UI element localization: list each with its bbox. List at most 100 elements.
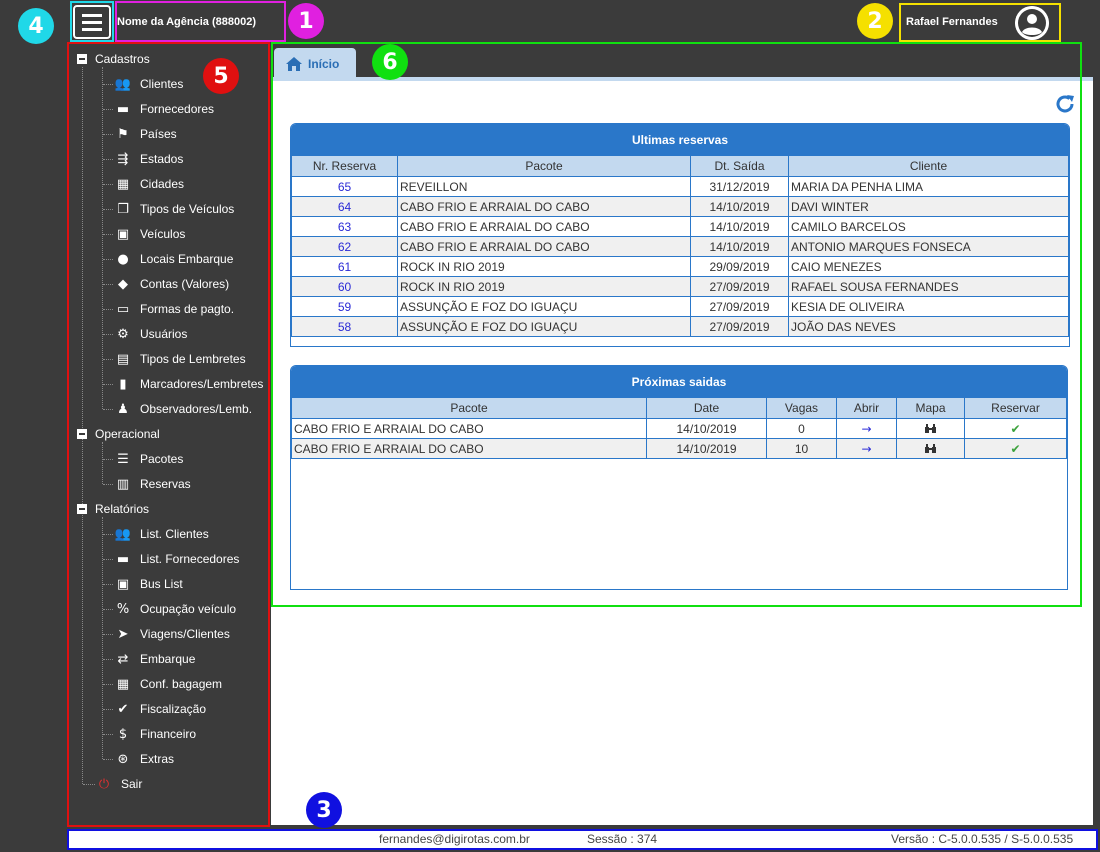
sidebar-item-clientes[interactable]: 👥 Clientes [114, 75, 183, 93]
sidebar-item-ocupa-o-ve-culo[interactable]: % Ocupação veículo [114, 600, 236, 618]
reservations-title: Ultimas reservas [291, 124, 1069, 155]
column-header[interactable]: Cliente [788, 155, 1069, 177]
sidebar-item-conf-bagagem[interactable]: ▦ Conf. bagagem [114, 675, 222, 693]
column-header[interactable]: Dt. Saída [690, 155, 789, 177]
column-header[interactable]: Date [646, 397, 767, 419]
user-edit-icon: ♟ [117, 401, 129, 417]
sidebar-item-financeiro[interactable]: $ Financeiro [114, 725, 196, 743]
sidebar-item-reservas[interactable]: ▥ Reservas [114, 475, 191, 493]
column-header[interactable]: Reservar [964, 397, 1067, 419]
table-row[interactable]: 63 CABO FRIO E ARRAIAL DO CABO 14/10/2019 C… [291, 216, 1069, 237]
map-button[interactable] [896, 418, 965, 439]
table-cell: ANTONIO MARQUES FONSECA [788, 236, 1069, 257]
reservation-number-link[interactable]: 58 [291, 316, 398, 337]
sidebar-item-label: Países [140, 127, 177, 141]
column-header[interactable]: Mapa [896, 397, 965, 419]
column-header[interactable]: Pacote [291, 397, 647, 419]
map-button[interactable] [896, 438, 965, 459]
sidebar-item-ve-culos[interactable]: ▣ Veículos [114, 225, 186, 243]
sidebar-item-bus-list[interactable]: ▣ Bus List [114, 575, 183, 593]
footer-session: Sessão : 374 [587, 832, 658, 846]
sidebar-item-tipos-de-lembretes[interactable]: ▤ Tipos de Lembretes [114, 350, 246, 368]
table-row[interactable]: CABO FRIO E ARRAIAL DO CABO 14/10/2019 0 → ✔ [291, 418, 1067, 439]
table-cell: REVEILLON [397, 176, 691, 197]
sidebar-item-fiscaliza-o[interactable]: ✔ Fiscalização [114, 700, 206, 718]
column-header[interactable]: Pacote [397, 155, 691, 177]
reservation-number-link[interactable]: 62 [291, 236, 398, 257]
search-dollar-icon: ⊛ [117, 751, 129, 767]
suitcase-icon: ▦ [116, 676, 130, 692]
table-row[interactable]: 58 ASSUNÇÃO E FOZ DO IGUAÇU 27/09/2019 JOÃO… [291, 316, 1069, 337]
group-relatorios[interactable]: Relatórios [77, 500, 149, 518]
sidebar-item-usu-rios[interactable]: ⚙ Usuários [114, 325, 187, 343]
reserve-button[interactable]: ✔ [964, 438, 1067, 459]
sidebar-item-tipos-de-ve-culos[interactable]: ❐ Tipos de Veículos [114, 200, 234, 218]
table-row[interactable]: 60 ROCK IN RIO 2019 27/09/2019 RAFAEL SOUSA… [291, 276, 1069, 297]
reservation-number-link[interactable]: 61 [291, 256, 398, 277]
table-row[interactable]: 59 ASSUNÇÃO E FOZ DO IGUAÇU 27/09/2019 KESI… [291, 296, 1069, 317]
collapse-icon[interactable] [77, 504, 87, 514]
table-cell: 14/10/2019 [646, 438, 767, 459]
reserve-button[interactable]: ✔ [964, 418, 1067, 439]
logout-button[interactable]: ⏻ Sair [95, 775, 143, 793]
table-row[interactable]: 62 CABO FRIO E ARRAIAL DO CABO 14/10/2019 A… [291, 236, 1069, 257]
signpost-icon: ⇶ [117, 151, 129, 167]
sidebar-item-list-fornecedores[interactable]: ▬ List. Fornecedores [114, 550, 240, 568]
table-row[interactable]: 64 CABO FRIO E ARRAIAL DO CABO 14/10/2019 D… [291, 196, 1069, 217]
table-row[interactable]: 65 REVEILLON 31/12/2019 MARIA DA PENHA LIMA [291, 176, 1069, 197]
sidebar-item-list-clientes[interactable]: 👥 List. Clientes [114, 525, 209, 543]
departures-panel: Próximas saidas Pacote Date Vagas Abrir … [290, 365, 1068, 590]
reservation-number-link[interactable]: 64 [291, 196, 398, 217]
table-cell: 31/12/2019 [690, 176, 789, 197]
group-cadastros[interactable]: Cadastros [77, 50, 150, 68]
reservation-number-link[interactable]: 60 [291, 276, 398, 297]
column-header[interactable]: Abrir [836, 397, 897, 419]
table-cell: 27/09/2019 [690, 296, 789, 317]
reservation-number-link[interactable]: 63 [291, 216, 398, 237]
user-circle-icon[interactable] [1015, 6, 1049, 40]
sidebar-item-estados[interactable]: ⇶ Estados [114, 150, 184, 168]
status-bar: fernandes@digirotas.com.br Sessão : 374 … [69, 831, 1097, 848]
sidebar-item-fornecedores[interactable]: ▬ Fornecedores [114, 100, 214, 118]
reservation-number-link[interactable]: 65 [291, 176, 398, 197]
building-icon: ▦ [116, 176, 130, 192]
open-package-button[interactable]: → [836, 438, 897, 459]
user-name[interactable]: Rafael Fernandes [906, 16, 998, 28]
column-header[interactable]: Vagas [766, 397, 837, 419]
sidebar-menu: Cadastros 👥 Clientes ▬ Fornecedores ⚑ Países ⇶… [69, 43, 269, 825]
callout-4: 4 [18, 8, 54, 44]
column-header[interactable]: Nr. Reserva [291, 155, 398, 177]
sidebar-item-label: Bus List [140, 577, 183, 591]
menu-toggle-button[interactable] [73, 5, 111, 39]
sidebar-item-viagens-clientes[interactable]: ➤ Viagens/Clientes [114, 625, 230, 643]
table-row[interactable]: 61 ROCK IN RIO 2019 29/09/2019 CAIO MENEZES [291, 256, 1069, 277]
hamburger-icon [82, 13, 102, 17]
sidebar-item-extras[interactable]: ⊛ Extras [114, 750, 174, 768]
footer-email: fernandes@digirotas.com.br [379, 832, 530, 846]
collapse-icon[interactable] [77, 429, 87, 439]
sidebar-item-cidades[interactable]: ▦ Cidades [114, 175, 184, 193]
sidebar-item-pa-ses[interactable]: ⚑ Países [114, 125, 177, 143]
sidebar-item-locais-embarque[interactable]: ● Locais Embarque [114, 250, 233, 268]
sidebar-item-contas-valores-[interactable]: ◆ Contas (Valores) [114, 275, 229, 293]
sidebar-item-embarque[interactable]: ⇄ Embarque [114, 650, 196, 668]
refresh-icon[interactable] [1054, 93, 1076, 115]
table-row[interactable]: CABO FRIO E ARRAIAL DO CABO 14/10/2019 10 →… [291, 438, 1067, 459]
reservation-number-link[interactable]: 59 [291, 296, 398, 317]
sidebar-item-label: Marcadores/Lembretes [140, 377, 264, 391]
departures-title: Próximas saidas [291, 366, 1067, 397]
sidebar-item-label: Contas (Valores) [140, 277, 230, 291]
calendar-check-icon: ▤ [116, 351, 130, 367]
check-icon: ✔ [1010, 441, 1021, 456]
tab-inicio[interactable]: Início [274, 48, 356, 79]
open-package-button[interactable]: → [836, 418, 897, 439]
sidebar-item-label: Extras [140, 752, 175, 766]
table-cell: 14/10/2019 [690, 196, 789, 217]
sidebar-item-marcadores-lembretes[interactable]: ▮ Marcadores/Lembretes [114, 375, 263, 393]
group-operacional[interactable]: Operacional [77, 425, 160, 443]
sidebar-item-formas-de-pagto-[interactable]: ▭ Formas de pagto. [114, 300, 234, 318]
table-cell: 29/09/2019 [690, 256, 789, 277]
collapse-icon[interactable] [77, 54, 87, 64]
sidebar-item-pacotes[interactable]: ☰ Pacotes [114, 450, 183, 468]
sidebar-item-observadores-lemb-[interactable]: ♟ Observadores/Lemb. [114, 400, 252, 418]
